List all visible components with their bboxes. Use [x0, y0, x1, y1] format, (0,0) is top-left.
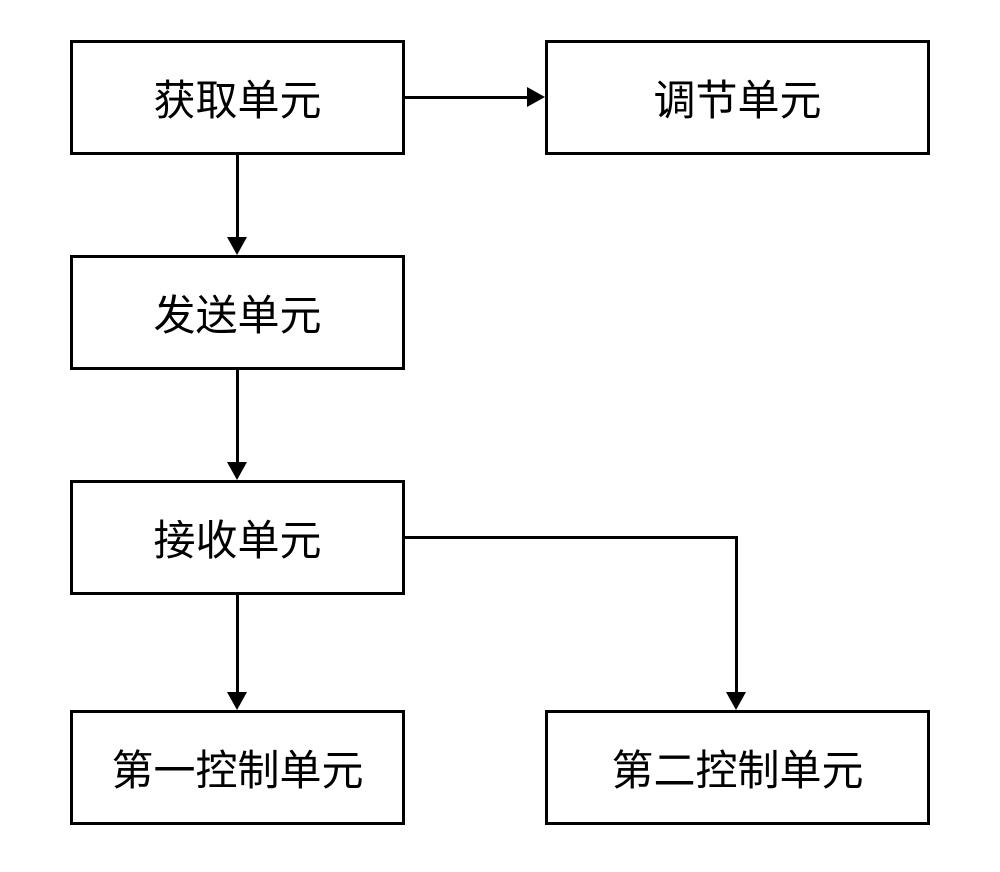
- node-send-label: 发送单元: [153, 282, 321, 343]
- edge-receive-ctrl2-hline: [405, 536, 738, 539]
- node-receive-label: 接收单元: [153, 507, 321, 568]
- edge-receive-ctrl2-head: [726, 692, 746, 710]
- node-send: 发送单元: [70, 255, 405, 370]
- node-ctrl2-label: 第二控制单元: [611, 737, 863, 798]
- node-receive: 接收单元: [70, 480, 405, 595]
- edge-acquire-adjust-line: [405, 96, 527, 99]
- edge-send-receive-line: [236, 370, 239, 462]
- node-ctrl1: 第一控制单元: [70, 710, 405, 825]
- edge-send-receive-head: [227, 462, 247, 480]
- node-adjust-label: 调节单元: [653, 67, 821, 128]
- node-ctrl2: 第二控制单元: [545, 710, 930, 825]
- edge-acquire-send-head: [227, 237, 247, 255]
- edge-receive-ctrl1-head: [227, 692, 247, 710]
- node-acquire: 获取单元: [70, 40, 405, 155]
- node-adjust: 调节单元: [545, 40, 930, 155]
- edge-acquire-adjust-head: [527, 87, 545, 107]
- node-ctrl1-label: 第一控制单元: [111, 737, 363, 798]
- edge-acquire-send-line: [236, 155, 239, 237]
- edge-receive-ctrl1-line: [236, 595, 239, 692]
- edge-receive-ctrl2-vline: [735, 536, 738, 692]
- node-acquire-label: 获取单元: [153, 67, 321, 128]
